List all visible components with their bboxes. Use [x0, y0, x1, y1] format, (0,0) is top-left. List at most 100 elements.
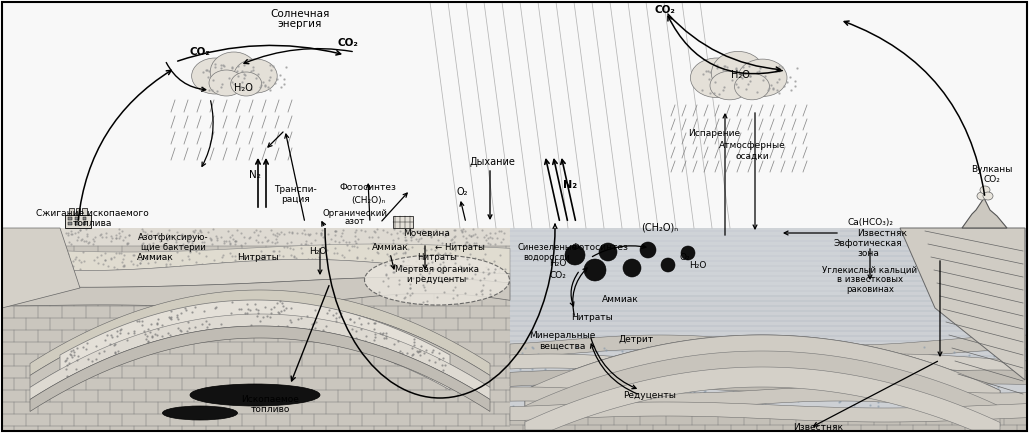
Text: H₂O: H₂O	[689, 262, 707, 271]
Text: Аммиак: Аммиак	[602, 295, 638, 304]
Text: Дыхание: Дыхание	[469, 157, 514, 167]
Text: Детрит: Детрит	[618, 336, 653, 345]
Bar	[68, 217, 72, 220]
Circle shape	[681, 246, 695, 260]
Polygon shape	[30, 302, 490, 388]
Bar	[393, 216, 414, 228]
Text: (CH₂O)ₙ: (CH₂O)ₙ	[351, 196, 385, 204]
Text: Аммиак: Аммиак	[371, 243, 409, 252]
Text: и редуценты: и редуценты	[407, 275, 466, 284]
Bar	[69, 208, 74, 221]
Text: раковинах: раковинах	[846, 285, 894, 294]
Circle shape	[661, 258, 675, 272]
Text: Известняк: Известняк	[793, 423, 843, 433]
Ellipse shape	[234, 59, 277, 93]
Text: Фотосинтез: Фотосинтез	[340, 184, 396, 193]
Circle shape	[640, 242, 657, 258]
Text: рация: рация	[281, 196, 310, 204]
Polygon shape	[2, 277, 510, 307]
Circle shape	[584, 259, 606, 281]
Text: O₂: O₂	[456, 187, 468, 197]
Text: осадки: осадки	[735, 152, 769, 161]
Ellipse shape	[191, 58, 239, 94]
Polygon shape	[2, 228, 80, 308]
Text: топливо: топливо	[250, 405, 290, 414]
Text: (CH₂O)ₙ: (CH₂O)ₙ	[641, 223, 678, 233]
Text: в известковых: в известковых	[837, 275, 903, 284]
Text: Нитраты: Нитраты	[571, 313, 613, 323]
Text: Нитраты: Нитраты	[237, 253, 279, 262]
Text: Органический: Органический	[322, 209, 388, 217]
Polygon shape	[510, 335, 1027, 359]
Text: H₂O: H₂O	[310, 246, 326, 255]
Ellipse shape	[209, 70, 244, 96]
Polygon shape	[525, 335, 1000, 410]
Polygon shape	[2, 228, 510, 246]
Text: Аммиак: Аммиак	[137, 253, 173, 262]
Text: CO₂: CO₂	[549, 271, 566, 281]
Text: Редуценты: Редуценты	[624, 391, 676, 400]
Text: H₂O: H₂O	[549, 259, 567, 268]
Text: H₂O: H₂O	[234, 83, 252, 93]
Text: щие бактерии: щие бактерии	[141, 242, 206, 252]
Text: CO₂: CO₂	[654, 5, 675, 15]
Text: Атмосферные: Атмосферные	[718, 142, 785, 151]
Polygon shape	[510, 402, 1027, 422]
Polygon shape	[510, 387, 1027, 407]
Circle shape	[599, 243, 617, 261]
Polygon shape	[30, 314, 490, 400]
Ellipse shape	[735, 74, 770, 100]
Text: ← Нитраты: ← Нитраты	[435, 243, 485, 252]
Polygon shape	[525, 351, 1000, 427]
Ellipse shape	[163, 406, 238, 420]
Ellipse shape	[690, 58, 744, 97]
Polygon shape	[510, 228, 1027, 431]
Polygon shape	[2, 2, 1027, 228]
Ellipse shape	[983, 192, 993, 200]
Text: Вулканы: Вулканы	[971, 165, 1013, 174]
Text: Фотосинтез: Фотосинтез	[571, 243, 629, 252]
Text: Мертвая органика: Мертвая органика	[395, 265, 480, 275]
Circle shape	[565, 245, 586, 265]
Polygon shape	[962, 198, 1007, 228]
Polygon shape	[900, 228, 1025, 380]
Polygon shape	[2, 246, 510, 431]
Text: Мочевина: Мочевина	[403, 229, 451, 239]
Text: водоросли: водоросли	[524, 252, 570, 262]
Circle shape	[623, 259, 641, 277]
Text: CO₂: CO₂	[189, 47, 211, 57]
Polygon shape	[30, 326, 490, 411]
Bar	[82, 217, 86, 220]
Polygon shape	[2, 259, 510, 287]
Text: Испарение: Испарение	[688, 129, 740, 139]
Text: CO₂: CO₂	[984, 175, 1000, 184]
Ellipse shape	[210, 52, 257, 92]
Polygon shape	[525, 367, 1000, 430]
Ellipse shape	[364, 255, 509, 305]
Polygon shape	[2, 244, 510, 274]
Text: CO₂: CO₂	[338, 38, 358, 48]
Ellipse shape	[710, 71, 749, 100]
Text: Ca(HCO₃)₂: Ca(HCO₃)₂	[847, 217, 893, 226]
Text: зона: зона	[857, 249, 879, 259]
Text: азот: азот	[345, 217, 365, 226]
Text: Солнечная: Солнечная	[271, 9, 329, 19]
Text: Ископаемое: Ископаемое	[241, 395, 299, 404]
Text: Азотфиксирую-: Азотфиксирую-	[138, 233, 208, 242]
Text: вещества: вещества	[539, 342, 586, 350]
Text: Нитраты: Нитраты	[417, 253, 457, 262]
Ellipse shape	[230, 72, 261, 96]
Text: Синезеленые: Синезеленые	[518, 243, 577, 252]
Polygon shape	[510, 370, 1027, 392]
Ellipse shape	[711, 52, 765, 95]
Ellipse shape	[738, 59, 787, 97]
Polygon shape	[510, 354, 1027, 376]
Text: N₂: N₂	[249, 170, 261, 180]
Ellipse shape	[977, 192, 987, 200]
Bar	[75, 217, 79, 220]
Polygon shape	[510, 415, 1027, 431]
Polygon shape	[60, 300, 450, 390]
Polygon shape	[30, 290, 490, 375]
Text: Транспи-: Транспи-	[274, 185, 316, 194]
Text: Минеральные: Минеральные	[529, 332, 595, 340]
